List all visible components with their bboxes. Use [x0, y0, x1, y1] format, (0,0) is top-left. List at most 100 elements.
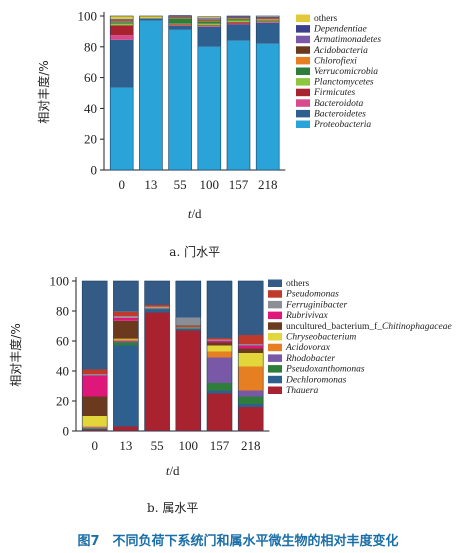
bar-segment [110, 87, 134, 170]
y-tick-label: 80 [84, 39, 97, 54]
bar-segment [238, 390, 264, 397]
bar-segment [110, 19, 134, 20]
bar-segment [168, 15, 192, 16]
legend-entry: Chlorofiexi [314, 55, 357, 66]
bar-segment [207, 390, 232, 394]
bar-segment [227, 24, 250, 41]
bar-segment [113, 339, 139, 341]
bar-segment [82, 416, 108, 427]
bar-segment [168, 26, 192, 30]
bar-segment [197, 18, 221, 20]
bar-segment [207, 351, 232, 358]
bar-segment [168, 17, 192, 19]
bar-segment [256, 19, 280, 20]
y-tick-label: 20 [84, 132, 97, 147]
bar-segment [197, 25, 221, 27]
bar-segment [82, 281, 108, 370]
bar-segment [144, 307, 170, 308]
bar-segment [227, 19, 250, 21]
bar-segment [144, 281, 170, 305]
legend-entry: Firmicutes [313, 88, 355, 98]
bar-segment [113, 281, 139, 312]
legend-entry: Acidobacteria [313, 46, 368, 56]
bar-segment [110, 22, 134, 24]
bar-segment [227, 23, 250, 25]
legend-swatch [296, 109, 310, 118]
bar-segment [227, 16, 250, 18]
bar-segment [238, 281, 264, 335]
y-tick-label: 60 [84, 70, 97, 85]
bar-segment [113, 317, 139, 321]
bar-segment [175, 281, 201, 318]
bar-segment [256, 19, 280, 21]
bar-segment [139, 16, 163, 19]
bar-segment [110, 16, 134, 20]
bar-outline [175, 280, 202, 432]
bar-segment [175, 317, 201, 326]
bar-segment [197, 21, 221, 24]
bar-segment [113, 320, 139, 339]
legend-entry: Ferruginibacter [285, 300, 348, 310]
chart-a-phylum-level: 0 20 40 60 80 100 0 13 55 100 157 218 相对丰度/% t/d a. 门水… [36, 9, 381, 260]
legend-entry: Rubrivivax [285, 311, 328, 321]
legend-entry: Planctomycetes [313, 78, 374, 88]
bar-segment [144, 308, 170, 309]
legend-swatch [296, 88, 310, 97]
bar-segment [82, 396, 108, 416]
bar-segment [82, 426, 108, 428]
bar-segment [168, 16, 192, 18]
bar-segment [256, 43, 280, 170]
bar-segment [238, 407, 264, 431]
x-tick-label: 0 [91, 438, 98, 453]
bar-segment [168, 23, 192, 25]
legend-entry: Rhodobacter [285, 354, 335, 364]
bar-segment [168, 29, 192, 170]
legend-entry: Bacteroidota [314, 99, 363, 109]
y-tick-label: 0 [63, 424, 70, 439]
chart-b-genus-level: 0 20 40 60 80 100 0 13 55 100 157 218 相对丰度/% t/d b. 属水… [8, 274, 452, 516]
y-tick-label: 20 [56, 394, 69, 409]
bar-segment [238, 345, 264, 349]
bar-segment [110, 25, 134, 36]
bar-segment [168, 24, 192, 26]
bar-segment [207, 339, 232, 341]
bar-segment [256, 22, 280, 44]
x-tick-label: 157 [229, 177, 249, 192]
bar-outline [226, 15, 251, 171]
bar-segment [197, 19, 221, 21]
x-tick-label: 55 [174, 177, 187, 192]
bar-segment [110, 19, 134, 21]
bar-segment [207, 393, 232, 431]
bar-segment [197, 19, 221, 20]
y-axis-label: 相对丰度/% [8, 323, 23, 386]
legend-entry: Thauera [286, 386, 318, 396]
bar-segment [256, 21, 280, 23]
bar-outline [113, 280, 139, 432]
bar-outline [109, 15, 134, 171]
bar-outline [81, 280, 108, 432]
bar-outline [144, 280, 170, 432]
bar-segment [256, 22, 280, 23]
bar-segment [175, 326, 201, 328]
bar-segment [207, 357, 232, 383]
legend-swatch [268, 365, 282, 373]
bar-segment [256, 20, 280, 22]
bar-outline [139, 15, 163, 171]
bar-segment [82, 429, 108, 431]
bar-segment [168, 25, 192, 27]
bar-segment [175, 329, 201, 331]
legend-entry: Pseudomonas [285, 290, 339, 300]
bar-segment [227, 16, 250, 17]
legend-swatch [296, 99, 310, 107]
x-tick-label: 13 [119, 438, 132, 453]
bar-segment [144, 305, 170, 307]
bar-segment [197, 26, 221, 27]
legend-swatch [268, 279, 282, 287]
bar-outline [237, 280, 264, 432]
legend-swatch [296, 56, 310, 65]
x-axis-label: t/d [166, 463, 180, 478]
bar-segment [175, 328, 201, 329]
bar-segment [113, 426, 139, 431]
x-tick-label: 218 [258, 177, 278, 192]
bar-segment [82, 428, 108, 429]
